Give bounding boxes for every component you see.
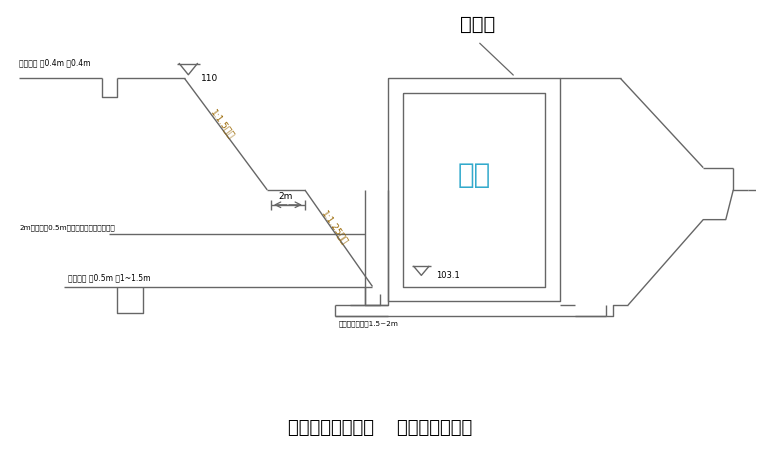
Text: 103.1: 103.1 [436, 271, 460, 280]
Text: 排水明沟 深0.5m 宽1~1.5m: 排水明沟 深0.5m 宽1~1.5m [68, 274, 150, 283]
Text: 基坊: 基坊 [458, 161, 491, 189]
Text: 排水明沟 深0.4m 宽0.4m: 排水明沟 深0.4m 宽0.4m [19, 58, 90, 68]
Text: 110: 110 [201, 74, 218, 83]
Text: 引水渠: 引水渠 [460, 15, 496, 34]
Text: 脚手据排设宽分1.5~2m: 脚手据排设宽分1.5~2m [339, 321, 398, 327]
Text: 2m: 2m [279, 192, 293, 201]
Text: 1:1.25坡坡: 1:1.25坡坡 [320, 210, 350, 247]
Text: 2m长木桦闸0.5m打入地坦上用竹安固厕桦: 2m长木桦闸0.5m打入地坦上用竹安固厕桦 [19, 224, 115, 231]
Text: 1:1.5坡坡: 1:1.5坡坡 [208, 108, 236, 140]
Text: 需要时增加松木框    边坡加固示意图: 需要时增加松木框 边坡加固示意图 [288, 419, 472, 437]
